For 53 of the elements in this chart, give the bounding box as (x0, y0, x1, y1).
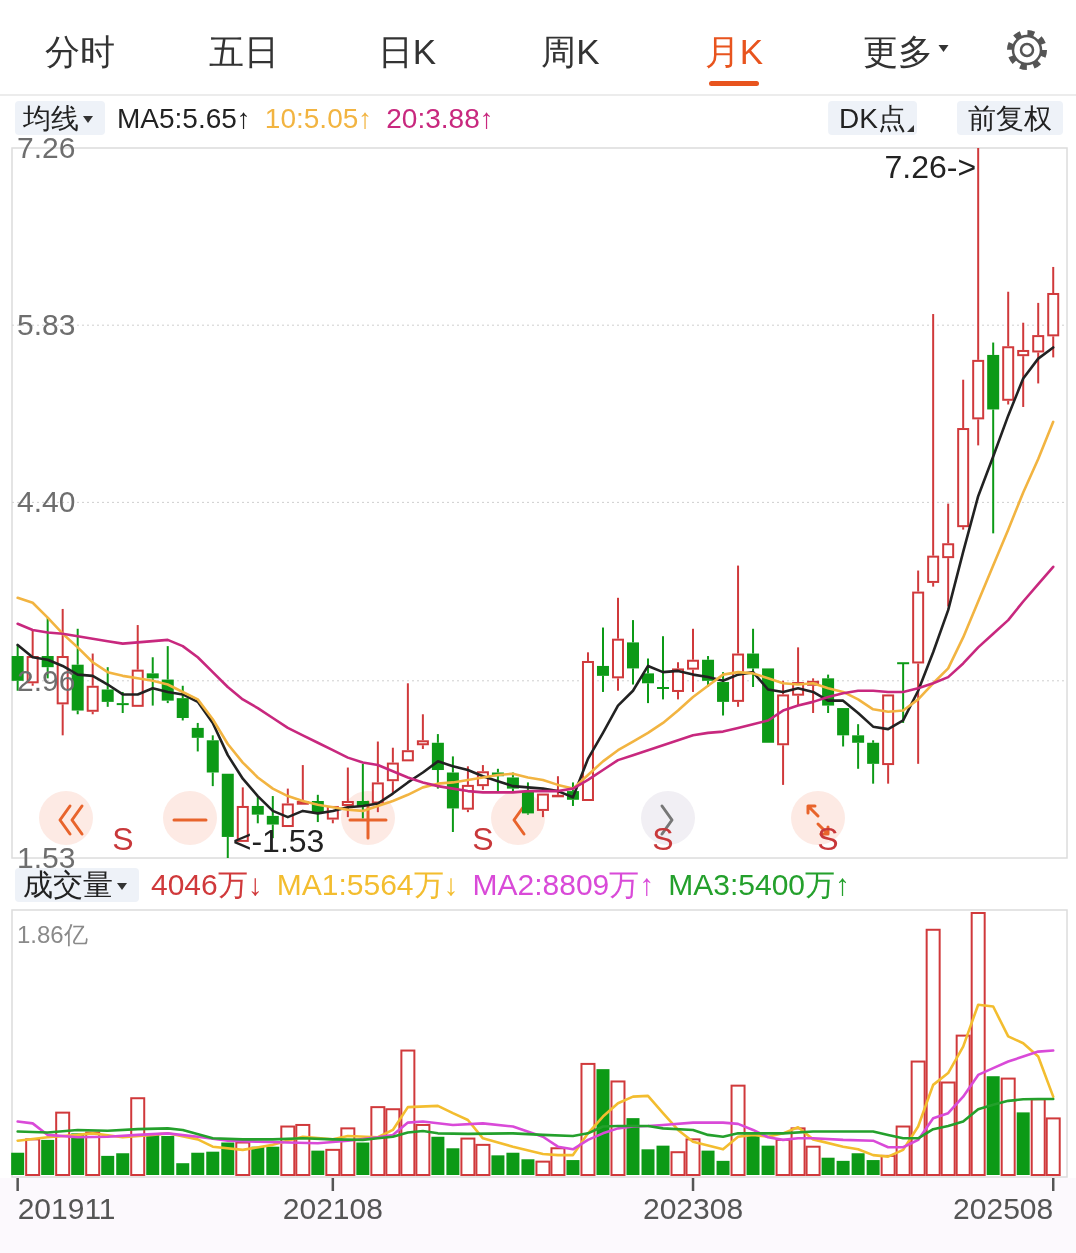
legend-title: 均线 (22, 103, 79, 134)
text: 前复权 (968, 103, 1052, 134)
x-tick-label: 202108 (282, 1192, 383, 1225)
candlestick (942, 502, 955, 608)
candlestick (657, 635, 670, 701)
text: MA1:5564万↓ (276, 868, 459, 901)
candlestick (596, 626, 609, 693)
candlestick (867, 739, 880, 785)
text: 10:5.05↑ (264, 103, 373, 134)
candlestick (912, 569, 925, 765)
text: 分时 (45, 32, 115, 71)
x-tick-label: 202508 (953, 1192, 1054, 1225)
candlestick (1017, 321, 1030, 408)
candlestick (732, 564, 745, 708)
text: 更多 (862, 32, 933, 71)
text: 4046万↓ (151, 868, 263, 901)
candlestick (611, 596, 624, 692)
text: MA3:5400万↑ (668, 868, 851, 901)
annotation: S (472, 821, 494, 857)
text: 月K (704, 32, 764, 71)
x-tick-label: 201911 (17, 1192, 116, 1225)
candlestick (927, 313, 940, 588)
candlestick (987, 341, 1000, 535)
candlestick (626, 619, 639, 686)
annotation: 1.86亿 (17, 921, 88, 948)
candlestick (191, 721, 204, 753)
text: DK点 (839, 103, 906, 134)
text: 日K (377, 32, 437, 71)
annotation: <-1.53 (232, 823, 325, 859)
y-tick-label: 5.83 (17, 308, 76, 342)
text: 五日 (208, 32, 279, 71)
candlestick (101, 666, 114, 708)
candlestick (206, 734, 219, 788)
annotation: S (817, 821, 839, 857)
y-tick-label: 4.40 (17, 485, 76, 519)
candlestick (747, 627, 760, 689)
annotation: S (652, 821, 674, 857)
candlestick (957, 378, 970, 531)
candlestick (416, 713, 429, 750)
y-tick-label: 7.26 (17, 131, 76, 164)
candlestick (1032, 301, 1045, 385)
annotation: 7.26-> (884, 149, 977, 185)
text: 20:3.88↑ (386, 103, 494, 134)
x-tick-label: 202308 (642, 1192, 744, 1225)
candlestick (1047, 265, 1060, 359)
text: 周K (541, 32, 600, 71)
candlestick (687, 627, 700, 693)
text: MA5:5.65↑ (117, 103, 251, 134)
candlestick (852, 723, 865, 770)
text: MA2:8809万↑ (472, 868, 655, 901)
candlestick (146, 656, 159, 707)
annotation: S (112, 821, 134, 857)
candlestick (672, 661, 685, 701)
